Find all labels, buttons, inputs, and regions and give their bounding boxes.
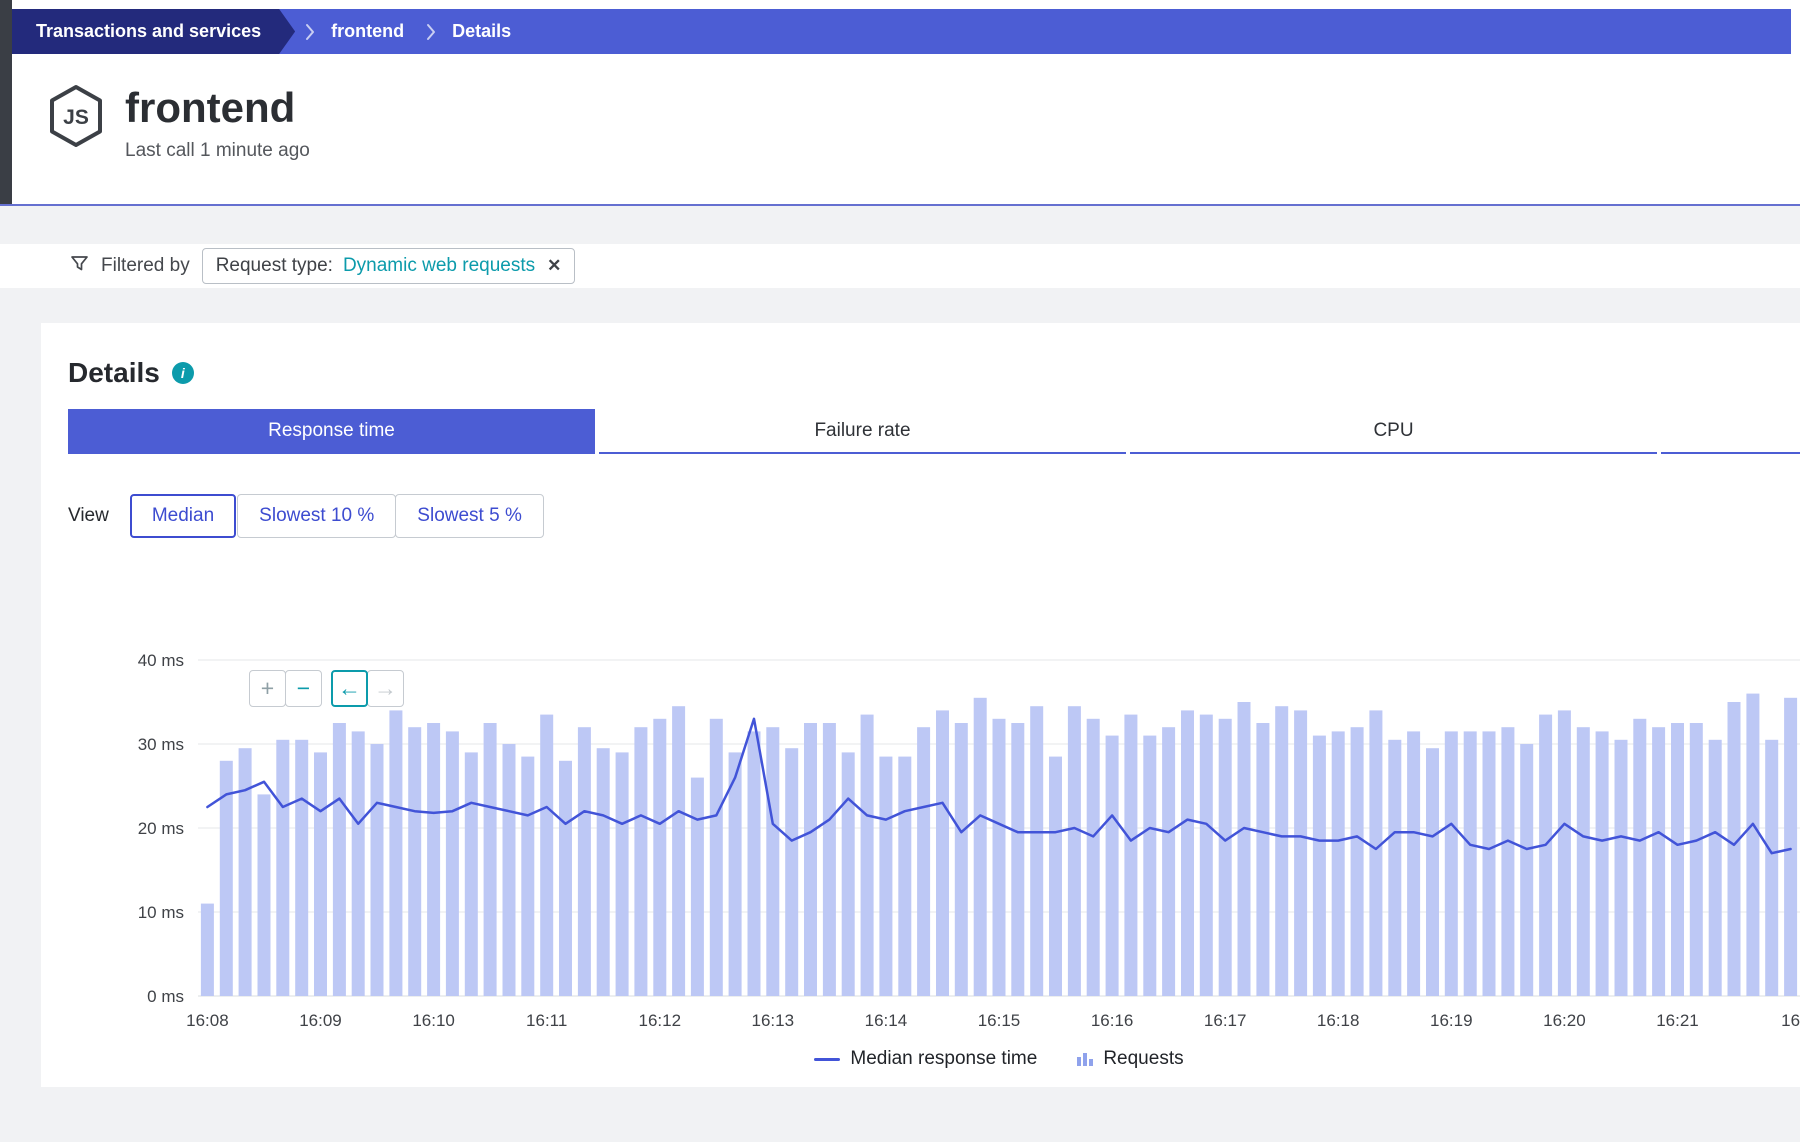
svg-text:16:19: 16:19: [1430, 1011, 1473, 1030]
view-median-button[interactable]: Median: [129, 494, 237, 538]
service-header: JS frontend Last call 1 minute ago: [47, 84, 310, 162]
svg-text:16:15: 16:15: [978, 1011, 1021, 1030]
view-button-group: Median Slowest 10 % Slowest 5 %: [129, 494, 544, 538]
filter-chip-value: Dynamic web requests: [342, 255, 536, 276]
pan-right-icon[interactable]: →: [367, 670, 404, 707]
svg-text:16:21: 16:21: [1656, 1011, 1699, 1030]
legend-label: Requests: [1103, 1048, 1184, 1069]
view-label: View: [68, 505, 109, 526]
breadcrumb-item-details[interactable]: Details: [452, 21, 512, 41]
zoom-in-icon[interactable]: +: [249, 670, 286, 707]
tab-failure-rate[interactable]: Failure rate: [599, 409, 1126, 454]
svg-text:16:08: 16:08: [186, 1011, 229, 1030]
last-call-status: Last call 1 minute ago: [125, 140, 310, 161]
chart-zoom-controls: + − ← →: [249, 670, 404, 707]
svg-text:40 ms: 40 ms: [138, 651, 184, 670]
legend-label: Median response time: [850, 1048, 1038, 1069]
svg-text:16:17: 16:17: [1204, 1011, 1247, 1030]
svg-text:16: 16: [1781, 1011, 1800, 1030]
line-marker-icon: [814, 1057, 841, 1061]
svg-text:16:09: 16:09: [299, 1011, 342, 1030]
details-heading-row: Details i: [68, 357, 1800, 389]
info-icon[interactable]: i: [171, 362, 194, 384]
details-tabs: Response time Failure rate CPU: [68, 409, 1800, 454]
legend-requests[interactable]: Requests: [1077, 1048, 1184, 1070]
tab-response-time[interactable]: Response time: [68, 409, 595, 454]
svg-text:16:11: 16:11: [526, 1011, 567, 1030]
details-card: Details i Response time Failure rate CPU…: [41, 323, 1800, 1087]
svg-text:30 ms: 30 ms: [138, 735, 184, 754]
details-heading: Details: [68, 357, 160, 388]
chevron-right-icon: [422, 23, 440, 41]
view-selector-row: View Median Slowest 10 % Slowest 5 %: [68, 494, 1800, 538]
requests-response-time-plot[interactable]: 0 ms 10 ms 20 ms 30 ms 40 ms 16:08 16:09 16:10 1…: [41, 640, 1800, 1040]
legend-median-response-time[interactable]: Median response time: [814, 1048, 1037, 1070]
chevron-right-icon: [301, 23, 319, 41]
page-title: frontend: [125, 84, 296, 131]
view-slowest-10-button[interactable]: Slowest 10 %: [237, 494, 397, 538]
filter-chip-key: Request type:: [215, 255, 333, 276]
filter-chip-request-type[interactable]: Request type: Dynamic web requests ✕: [201, 248, 576, 284]
svg-text:16:20: 16:20: [1543, 1011, 1586, 1030]
svg-text:10 ms: 10 ms: [138, 903, 184, 922]
tab-underline-filler: [1661, 409, 1800, 454]
response-time-chart: 0 ms 10 ms 20 ms 30 ms 40 ms 16:08 16:09 16:10 1…: [41, 640, 1800, 1087]
svg-text:16:13: 16:13: [752, 1011, 795, 1030]
header-divider: [0, 204, 1800, 206]
svg-text:20 ms: 20 ms: [138, 819, 184, 838]
svg-text:16:10: 16:10: [412, 1011, 455, 1030]
filter-label: Filtered by: [101, 255, 190, 276]
breadcrumb-bar: Transactions and services frontend Detai…: [12, 9, 1791, 54]
tab-cpu[interactable]: CPU: [1130, 409, 1657, 454]
svg-text:0 ms: 0 ms: [147, 987, 184, 1006]
svg-text:16:12: 16:12: [639, 1011, 682, 1030]
remove-filter-icon[interactable]: ✕: [547, 256, 562, 275]
view-slowest-5-button[interactable]: Slowest 5 %: [395, 494, 544, 538]
zoom-out-icon[interactable]: −: [285, 670, 322, 707]
nodejs-icon: JS: [47, 84, 105, 153]
pan-left-icon[interactable]: ←: [331, 670, 368, 707]
chart-legend: Median response time Requests: [198, 1048, 1800, 1070]
filter-funnel-icon: [70, 254, 89, 278]
svg-text:16:18: 16:18: [1317, 1011, 1360, 1030]
bars-marker-icon: [1077, 1052, 1094, 1066]
sidebar-edge[interactable]: [0, 0, 12, 206]
breadcrumb-item-frontend[interactable]: frontend: [331, 21, 405, 41]
svg-text:JS: JS: [63, 106, 89, 129]
filter-bar: Filtered by Request type: Dynamic web re…: [0, 244, 1800, 288]
breadcrumb-item-transactions-and-services[interactable]: Transactions and services: [12, 9, 295, 54]
svg-text:16:14: 16:14: [865, 1011, 908, 1030]
svg-text:16:16: 16:16: [1091, 1011, 1134, 1030]
breadcrumb-label: Transactions and services: [36, 21, 262, 41]
